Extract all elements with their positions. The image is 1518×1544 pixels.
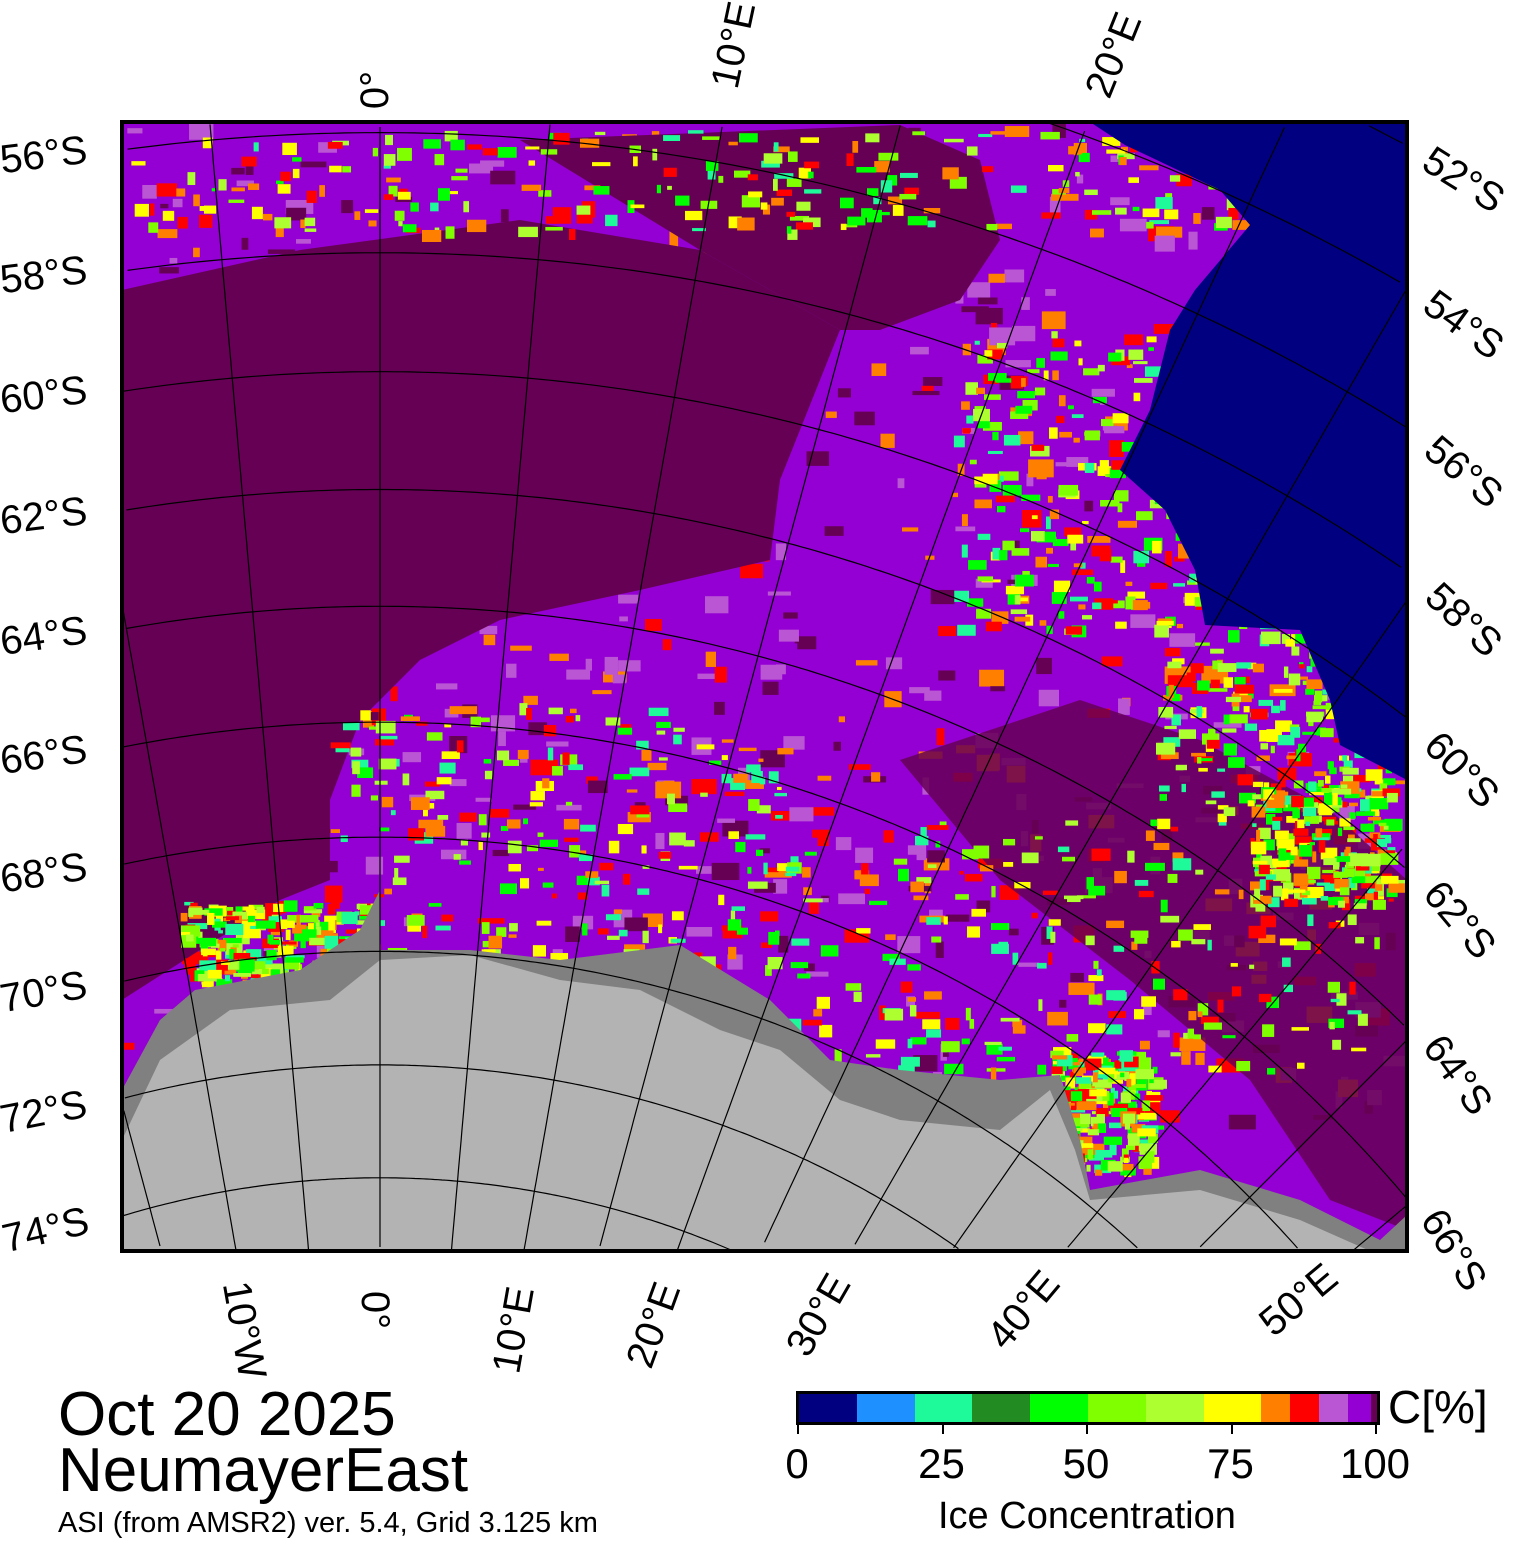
lon-label: 0°: [353, 1290, 398, 1330]
marginal-ice-zone: [131, 130, 1407, 1178]
ice-concentration-map: [120, 120, 1409, 1253]
meridian-line: [122, 609, 237, 1250]
colorbar-unit: C[%]: [1388, 1381, 1488, 1433]
meridian-line: [953, 600, 1407, 1249]
colorbar-tick-label: 0: [785, 1440, 809, 1487]
parallel-line: [124, 836, 1298, 1249]
lon-label: 0°: [353, 70, 398, 110]
meridian-line: [677, 130, 1086, 1250]
colorbar-tick: [941, 1422, 944, 1434]
colorbar-tick: [797, 1422, 799, 1434]
colorbar-tick-label: 50: [1062, 1440, 1110, 1487]
full-ice-region: [520, 125, 1000, 330]
graticule: [122, 122, 1407, 1251]
meridian-line: [450, 124, 551, 1251]
colorbar-bin: [1087, 1394, 1146, 1422]
parallel-line: [126, 488, 1405, 868]
colorbar-bin: [1371, 1394, 1377, 1422]
parallel-line: [122, 371, 1407, 718]
meridian-line: [523, 126, 723, 1250]
meridian-line: [123, 1110, 161, 1247]
colorbar-bin: [1348, 1394, 1372, 1422]
colorbar-bin: [1203, 1394, 1262, 1422]
colorbar-bin: [914, 1394, 973, 1422]
lat-label: 62°S: [0, 488, 90, 544]
colorbar-tick: [1375, 1422, 1377, 1434]
colorbar-bin: [972, 1394, 1031, 1422]
colorbar-tick: [1230, 1422, 1233, 1434]
colorbar-bin: [1290, 1394, 1320, 1422]
meridian-line: [1199, 1041, 1406, 1248]
colorbar-bin: [1030, 1394, 1088, 1422]
colorbar-tick-label: 75: [1207, 1440, 1254, 1487]
meridian-line: [854, 291, 1406, 1245]
meridian-line: [209, 124, 310, 1251]
region-title: NeumayerEast: [58, 1436, 469, 1505]
parallel-line: [124, 1064, 959, 1250]
colorbar-bin: [1261, 1394, 1291, 1422]
meridian-line: [764, 127, 1285, 1243]
meridian-line: [1352, 1205, 1407, 1251]
parallel-line: [123, 1177, 732, 1251]
date-title: Oct 20 2025: [58, 1380, 396, 1449]
land: [122, 955, 1370, 1251]
colorbar-bin: [1319, 1394, 1349, 1422]
parallel-line: [127, 252, 1402, 568]
parallel-line: [1049, 122, 1401, 283]
parallel-line: [1368, 125, 1404, 144]
meridian-line: [1067, 848, 1403, 1248]
meridian-line: [599, 125, 901, 1247]
colorbar-tick-label: 100: [1339, 1440, 1411, 1487]
lat-label: 60°S: [0, 367, 90, 423]
parallel-line: [123, 721, 1407, 1199]
lat-label: 58°S: [0, 247, 90, 303]
parallel-line: [126, 605, 1405, 1026]
colorbar-tick: [1086, 1422, 1088, 1434]
colorbar-bin: [1145, 1394, 1204, 1422]
colorbar-tick-label: 25: [918, 1440, 965, 1487]
map-frame: [120, 120, 1409, 1253]
open-water: [1090, 122, 1407, 780]
colorbar-bin: [856, 1394, 915, 1422]
colorbar-bin: [799, 1394, 857, 1422]
lat-label: 56°S: [0, 127, 90, 183]
parallel-line: [127, 131, 1406, 428]
colorbar-title: Ice Concentration: [938, 1495, 1236, 1537]
parallel-line: [124, 950, 1138, 1249]
product-subtitle: ASI (from AMSR2) ver. 5.4, Grid 3.125 km: [58, 1507, 598, 1539]
colorbar: [796, 1391, 1380, 1425]
